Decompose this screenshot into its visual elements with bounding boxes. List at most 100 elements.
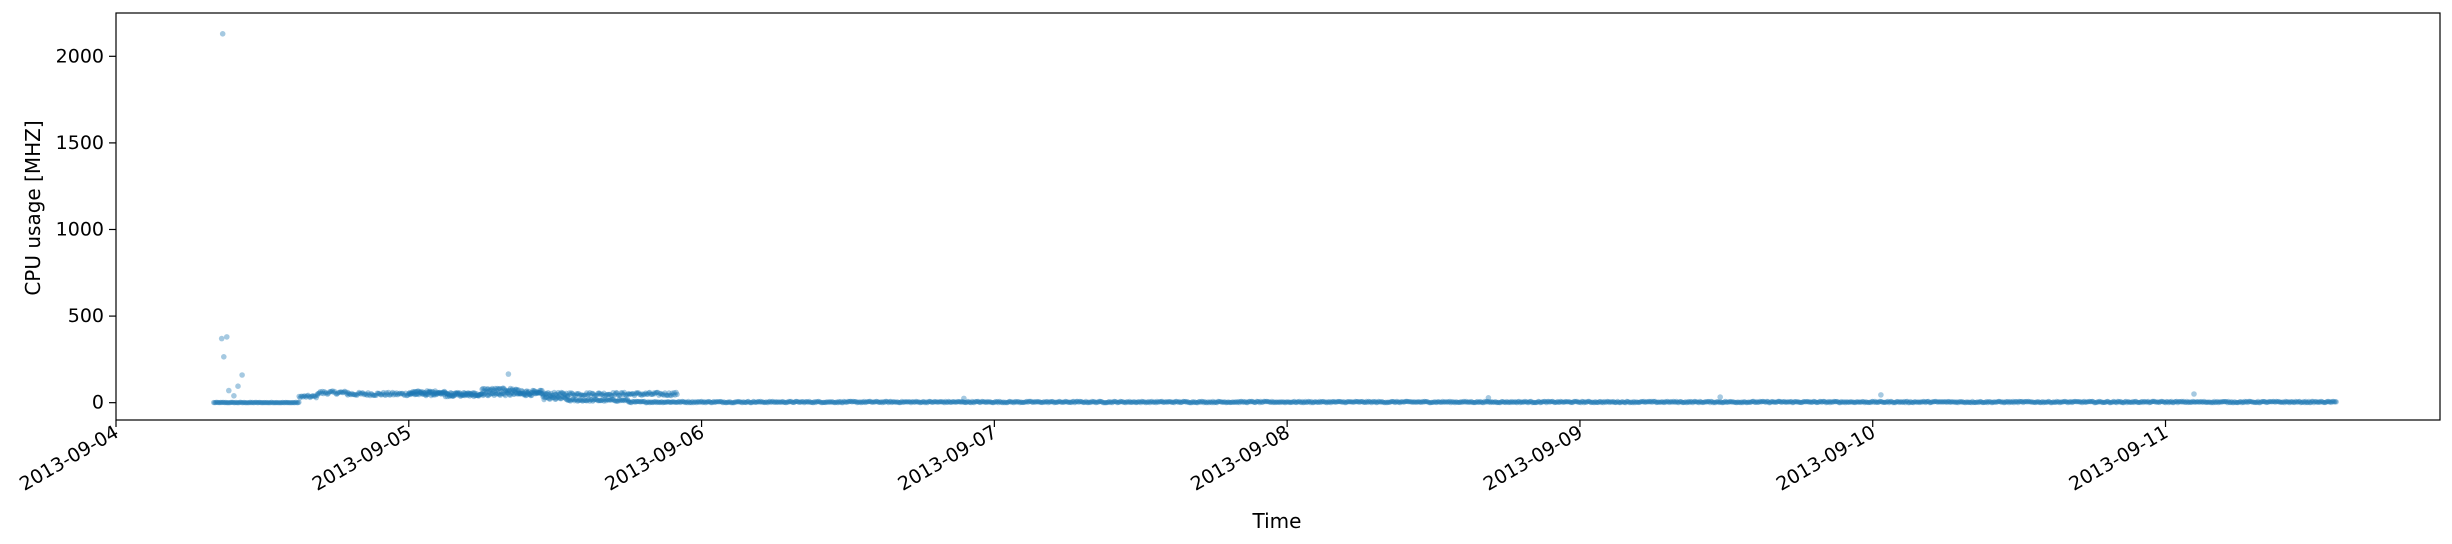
data-point: [2121, 400, 2127, 406]
y-tick-label: 1500: [56, 132, 104, 154]
data-point: [1222, 399, 1228, 405]
data-point: [1784, 399, 1790, 405]
data-point: [786, 398, 792, 404]
data-point: [657, 399, 663, 406]
data-point: [2004, 399, 2010, 405]
data-point: [288, 400, 294, 406]
data-point: [1234, 399, 1240, 406]
data-point: [727, 399, 733, 405]
data-point: [1478, 399, 1484, 405]
data-point: [2263, 399, 2269, 406]
data-point: [1053, 399, 1059, 405]
data-point: [2140, 399, 2146, 406]
data-point: [1879, 399, 1885, 405]
data-point: [1287, 399, 1293, 406]
data-point: [938, 399, 945, 405]
data-point: [665, 392, 671, 398]
data-point: [1884, 399, 1890, 405]
data-point: [2178, 399, 2184, 405]
data-point: [1145, 399, 1151, 405]
data-point: [638, 399, 644, 405]
data-point: [457, 391, 463, 397]
data-point: [590, 398, 596, 404]
data-point: [1447, 398, 1453, 404]
data-point: [1388, 399, 1394, 405]
data-point: [741, 399, 747, 405]
data-point: [712, 399, 718, 405]
data-point: [402, 392, 408, 398]
data-point: [1559, 399, 1565, 405]
data-point: [1689, 399, 1695, 405]
data-point: [1057, 399, 1063, 405]
data-point: [441, 388, 447, 394]
data-point: [768, 399, 774, 405]
data-point: [1742, 399, 1748, 405]
data-point: [2275, 398, 2281, 405]
data-point: [581, 392, 587, 398]
data-point: [1271, 399, 1277, 405]
data-point: [650, 391, 656, 397]
data-point: [1058, 399, 1065, 405]
data-point: [1863, 399, 1869, 405]
data-point: [1934, 399, 1940, 405]
data-point: [971, 400, 977, 406]
data-point: [286, 400, 292, 406]
data-point: [1971, 399, 1977, 405]
data-point: [1237, 398, 1243, 405]
data-point: [1767, 400, 1773, 406]
data-point: [519, 387, 525, 394]
data-point: [661, 399, 667, 405]
data-point: [1598, 399, 1604, 406]
data-point: [607, 391, 613, 397]
data-point: [1229, 399, 1235, 405]
data-point: [446, 393, 453, 400]
data-point: [1373, 398, 1379, 405]
data-point: [2260, 398, 2266, 405]
data-point: [2010, 398, 2016, 404]
data-point: [416, 392, 422, 398]
data-point: [1696, 400, 1702, 406]
data-point: [1843, 399, 1849, 405]
data-point: [1196, 399, 1202, 405]
data-point: [2101, 399, 2108, 405]
data-point: [1656, 399, 1662, 405]
data-point: [1756, 399, 1762, 405]
data-point: [2036, 399, 2043, 405]
data-point: [713, 399, 719, 405]
data-point: [2191, 399, 2197, 405]
data-point: [1674, 399, 1681, 405]
data-point: [1976, 399, 1983, 405]
data-point: [1137, 399, 1143, 405]
data-point: [1152, 399, 1158, 405]
data-point: [1021, 399, 1027, 405]
data-point: [224, 334, 230, 340]
data-point: [536, 389, 542, 395]
data-point: [574, 391, 581, 397]
data-point: [1273, 399, 1279, 405]
data-point: [1358, 399, 1364, 405]
data-point: [1743, 399, 1749, 405]
data-point: [1805, 398, 1811, 405]
data-point: [2008, 399, 2014, 405]
data-point: [613, 389, 619, 396]
data-point: [439, 389, 445, 395]
data-point: [1175, 399, 1181, 405]
data-point: [1578, 400, 1584, 406]
data-point: [845, 398, 851, 404]
data-point: [2216, 399, 2222, 405]
data-point: [297, 395, 303, 401]
data-point: [1862, 400, 1868, 406]
data-point: [2106, 399, 2112, 405]
data-point: [491, 392, 497, 398]
data-point: [509, 386, 516, 392]
data-point: [641, 399, 647, 405]
data-point: [1416, 399, 1422, 405]
data-point: [565, 397, 572, 403]
data-point: [2302, 400, 2308, 406]
data-point: [1233, 399, 1239, 405]
data-point: [638, 391, 644, 397]
data-point: [2282, 398, 2289, 404]
data-point: [2072, 398, 2078, 404]
data-point: [262, 400, 268, 406]
data-point: [1277, 399, 1283, 406]
